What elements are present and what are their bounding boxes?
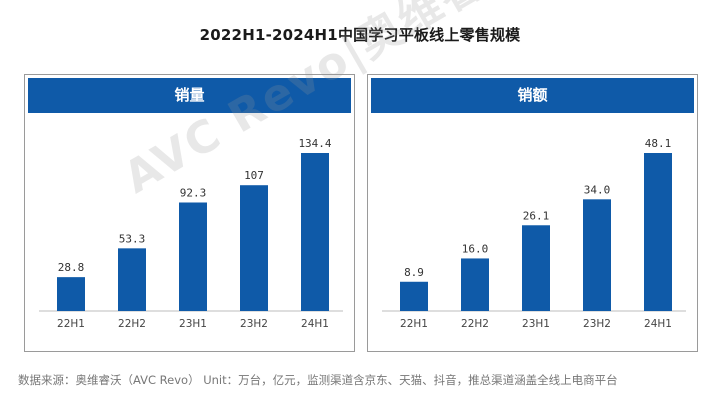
bar-22H2 [118, 248, 146, 311]
value-label: 92.3 [180, 186, 207, 199]
category-label: 22H1 [400, 318, 428, 330]
value-label: 107 [244, 169, 264, 182]
bar-22H2 [461, 258, 489, 311]
bar-22H1 [57, 277, 85, 311]
category-label: 22H1 [57, 318, 85, 330]
category-label: 22H2 [118, 318, 146, 330]
category-label: 23H2 [240, 318, 268, 330]
value-label: 26.1 [523, 209, 550, 222]
chart-title: 2022H1-2024H1中国学习平板线上零售规模 [199, 26, 521, 44]
bar-24H1 [644, 153, 672, 311]
panel-header-volume: 销量 [28, 78, 351, 113]
value-label: 134.4 [298, 137, 331, 150]
sales-amount-panel: 销额 8.9 22H1 16.0 22H2 26.1 23H1 34.0 23H2 48.1 24… [367, 74, 698, 352]
value-label: 8.9 [404, 266, 424, 279]
category-label: 22H2 [461, 318, 489, 330]
value-label: 16.0 [462, 242, 489, 255]
value-label: 53.3 [119, 232, 146, 245]
category-label: 23H2 [583, 318, 611, 330]
bar-23H1 [179, 202, 207, 311]
sales-volume-panel: 销量 28.8 22H1 53.3 22H2 92.3 23H1 107 23H2 134.4 2… [24, 74, 355, 352]
value-label: 48.1 [645, 137, 672, 150]
source-note: 数据来源：奥维睿沃（AVC Revo） Unit：万台，亿元，监测渠道含京东、天… [18, 373, 618, 387]
category-label: 24H1 [644, 318, 672, 330]
category-label: 23H1 [179, 318, 207, 330]
volume-chart: 28.8 22H1 53.3 22H2 92.3 23H1 107 23H2 134.4 24H1 [39, 137, 343, 330]
panel-header-amount: 销额 [371, 78, 694, 113]
category-label: 24H1 [301, 318, 329, 330]
bar-23H2 [583, 199, 611, 311]
bar-23H1 [522, 225, 550, 311]
value-label: 34.0 [584, 183, 611, 196]
bar-24H1 [301, 153, 329, 311]
amount-chart: 8.9 22H1 16.0 22H2 26.1 23H1 34.0 23H2 48.1 24H1 [382, 137, 686, 330]
bar-23H2 [240, 185, 268, 311]
bar-22H1 [400, 281, 428, 311]
value-label: 28.8 [58, 261, 85, 274]
category-label: 23H1 [522, 318, 550, 330]
